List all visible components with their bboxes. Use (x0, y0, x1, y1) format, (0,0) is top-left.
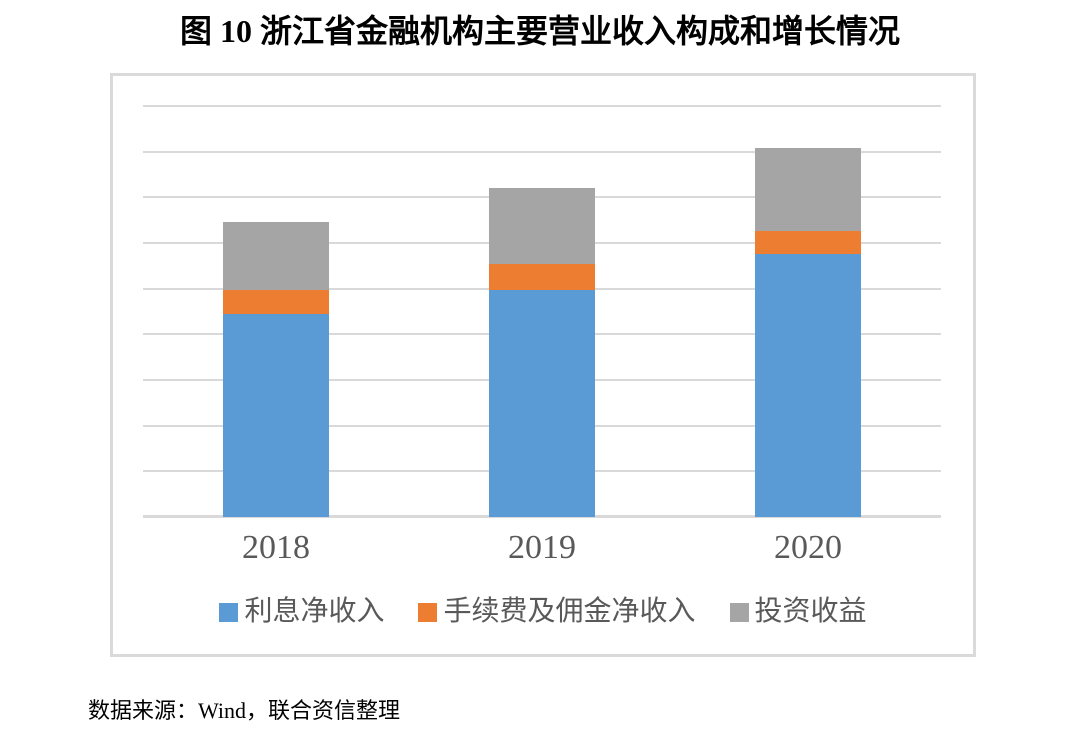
chart-area: 2018 2019 2020 利息净收入 手续费及佣金净收入 投资收益 (110, 73, 976, 657)
bar-segment (755, 148, 861, 232)
bar-segment (489, 290, 595, 517)
legend: 利息净收入 手续费及佣金净收入 投资收益 (113, 598, 973, 626)
x-axis-label: 2018 (242, 529, 310, 566)
bar-segment (223, 221, 329, 291)
plot-area (143, 76, 941, 518)
bar-segment (489, 263, 595, 291)
gridline (143, 150, 941, 153)
legend-item-label: 手续费及佣金净收入 (443, 596, 696, 627)
x-axis-label: 2020 (774, 529, 842, 566)
gridline (143, 104, 941, 107)
x-axis: 2018 2019 2020 (143, 531, 941, 565)
chart-title: 图 10 浙江省金融机构主要营业收入构成和增长情况 (179, 13, 900, 49)
bar-segment (489, 187, 595, 264)
legend-item-label: 投资收益 (754, 596, 867, 627)
legend-swatch (219, 602, 239, 622)
source-note: 数据来源：Wind，联合资信整理 (88, 698, 400, 723)
legend-item-label: 利息净收入 (244, 596, 385, 627)
legend-item: 手续费及佣金净收入 (418, 596, 696, 627)
bar-segment (755, 254, 861, 517)
legend-swatch (729, 602, 749, 622)
legend-item: 投资收益 (729, 596, 867, 627)
bar-segment (223, 290, 329, 315)
legend-swatch (418, 602, 438, 622)
bar-segment (223, 314, 329, 517)
bar-segment (755, 231, 861, 255)
x-axis-label: 2019 (508, 529, 576, 566)
legend-item: 利息净收入 (219, 598, 384, 626)
